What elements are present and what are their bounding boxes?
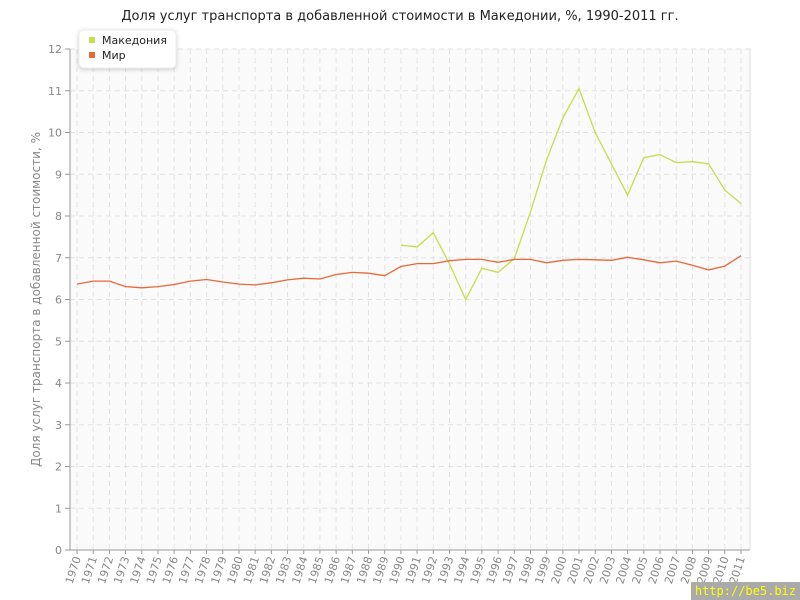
plot-area [70,49,750,550]
y-axis-label: Доля услуг транспорта в добавленной стои… [29,132,43,467]
y-tick-label: 2 [55,461,62,474]
legend-swatch [89,52,95,58]
y-tick-label: 12 [48,43,62,56]
y-tick-label: 10 [48,127,62,140]
legend-swatch [89,37,95,43]
y-tick-label: 7 [55,252,62,265]
series-line-macedonia [400,87,742,301]
legend-label: Македония [102,34,167,47]
y-tick-label: 5 [55,335,62,348]
y-tick-label: 11 [48,85,62,98]
y-tick-label: 4 [55,377,62,390]
watermark[interactable]: http://be5.biz [690,582,800,600]
y-tick-label: 1 [55,502,62,515]
series-line-world [76,255,742,289]
y-tick-label: 0 [55,544,62,557]
legend-box [78,29,177,69]
y-tick-label: 6 [55,294,62,307]
y-tick-label: 3 [55,419,62,432]
legend-label: Мир [102,49,126,62]
y-tick-label: 9 [55,168,62,181]
chart-title: Доля услуг транспорта в добавленной стои… [121,9,679,24]
y-tick-label: 8 [55,210,62,223]
